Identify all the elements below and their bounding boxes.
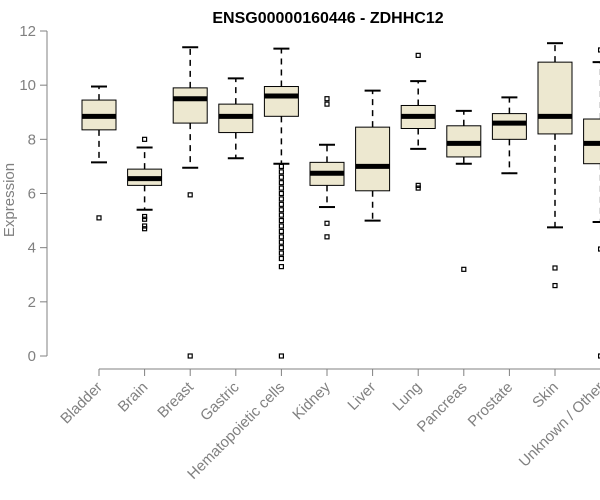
outlier-point [278,201,284,207]
outlier-point [278,245,284,251]
outlier-point [278,174,284,180]
outlier-point [278,228,284,235]
outlier-point [597,353,600,359]
outlier-point [552,282,558,289]
box-group [583,47,600,359]
x-tick-label: Kidney [289,378,334,423]
box-group [537,42,573,289]
box-group [172,46,208,359]
box-group [355,89,391,222]
box-iqr [263,86,299,117]
box-series [81,42,600,359]
box-group [218,77,254,160]
outlier-point [142,223,148,229]
outlier-point [461,266,467,272]
outlier-point [415,52,421,58]
y-tick-label: 8 [28,131,36,148]
outlier-point [415,182,421,188]
box-group [263,47,299,359]
outlier-point [597,246,600,252]
outlier-point [142,226,148,232]
outlier-point [278,353,284,359]
box-group [400,52,436,191]
x-tick-label: Breast [154,378,197,421]
outlier-point [187,353,193,359]
outlier-point [142,136,148,142]
y-axis-label: Expression [1,163,18,237]
y-tick-label: 4 [28,240,36,257]
box-group [309,96,345,240]
chart-title: ENSG00000160446 - ZDHHC12 [212,10,443,27]
box-group [446,109,482,272]
y-axis: 0 2 4 6 8 10 12 [19,23,48,365]
outlier-point [278,180,284,186]
x-tick-label: Gastric [197,378,243,424]
y-tick-label: 10 [19,77,36,94]
outlier-point [324,101,330,107]
x-tick-label: Prostate [465,379,517,431]
outlier-point [278,223,284,229]
y-tick-label: 6 [28,186,36,203]
box-group [81,85,117,221]
box-iqr [491,113,527,140]
x-tick-label: Lung [389,379,425,415]
y-tick-label: 2 [28,294,36,311]
box-iqr [537,61,573,135]
outlier-point [278,212,284,218]
x-tick-label: Pancreas [414,379,471,436]
outlier-point [415,185,421,191]
outlier-point [278,234,284,240]
outlier-point [278,196,284,202]
outlier-point [278,207,284,213]
outlier-point [278,169,284,175]
y-tick-label: 12 [19,23,36,40]
box-group [127,136,163,232]
outlier-point [552,265,558,271]
outlier-point [278,264,284,270]
outlier-point [278,250,284,256]
outlier-point [278,185,284,191]
outlier-point [278,239,284,245]
outlier-point [187,192,193,198]
outlier-point [96,215,102,221]
outlier-point [278,163,284,170]
outlier-point [278,190,284,197]
box-iqr [172,87,208,124]
x-tick-label: Liver [344,379,379,414]
outlier-point [324,96,330,102]
y-tick-label: 0 [28,348,36,365]
x-tick-label: Bladder [57,379,106,428]
outlier-point [324,234,330,240]
outlier-point [278,217,284,224]
x-tick-label: Skin [529,379,562,412]
outlier-point [324,220,330,226]
outlier-point [142,213,148,220]
outlier-point [278,255,284,262]
box-group [491,96,527,175]
x-tick-label: Brain [115,379,152,416]
outlier-point [142,216,148,222]
box-iqr [355,126,391,192]
outlier-point [597,47,600,53]
